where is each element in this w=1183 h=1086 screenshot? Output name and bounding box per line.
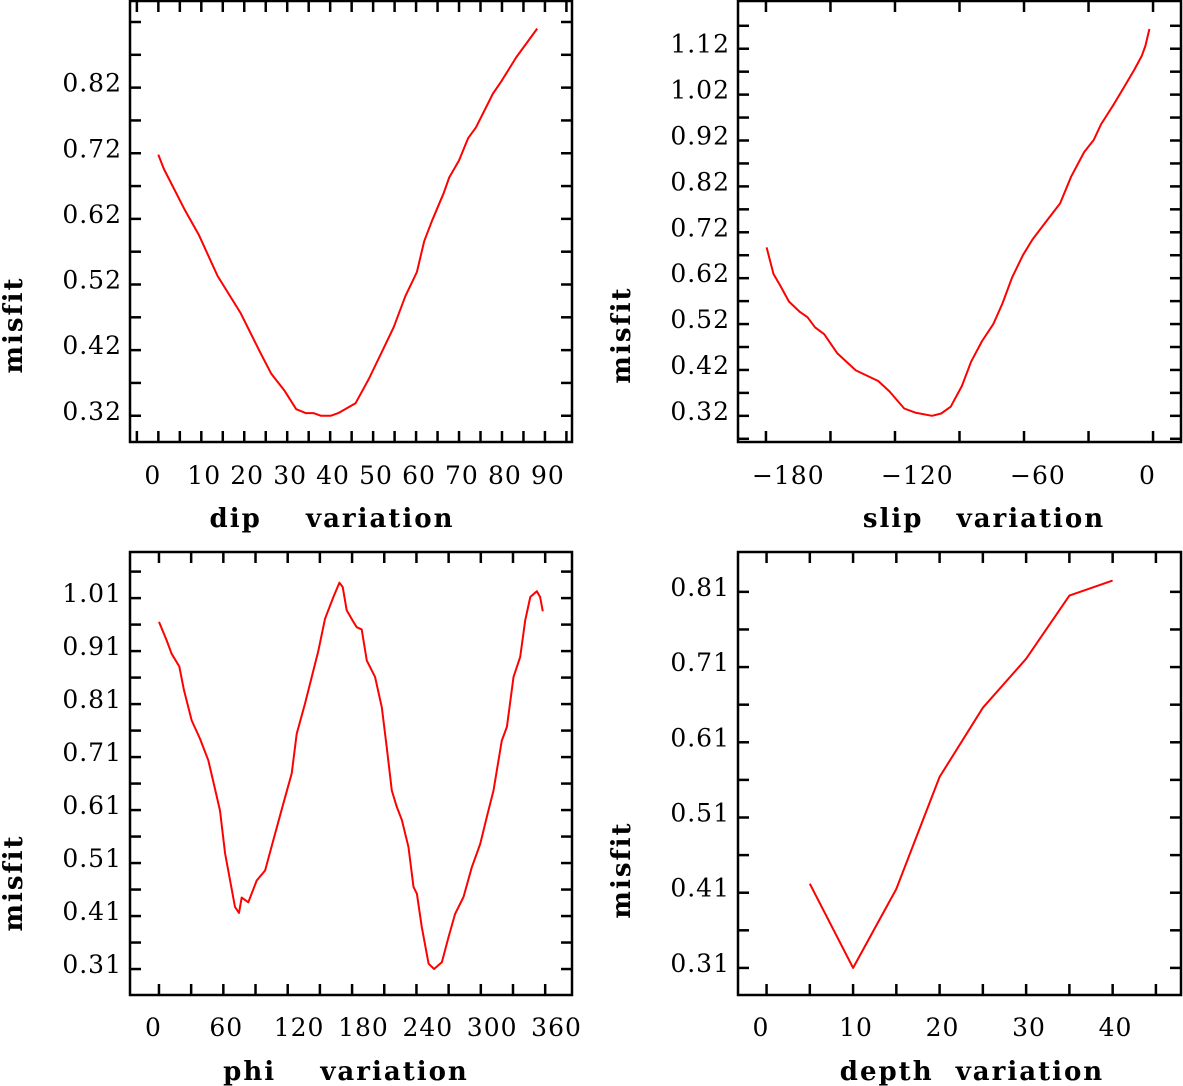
dip-x-tick-label: 50	[359, 461, 393, 490]
depth-axes-frame	[736, 550, 1183, 997]
depth-x-tick-label: 40	[1099, 1013, 1133, 1042]
depth-y-tick-label: 0.41	[670, 874, 730, 903]
phi-x-tick-label: 180	[338, 1013, 389, 1042]
slip-y-tick-label: 0.52	[670, 305, 730, 334]
phi-y-tick-label: 1.01	[62, 579, 122, 608]
phi-x-tick-label: 0	[145, 1013, 162, 1042]
phi-y-tick-label: 0.41	[62, 897, 122, 926]
slip-plot: −180 −120 −60 0 0.32 0.42 0.52 0.62 0.72 0.82 0.92…	[607, 0, 1183, 534]
dip-x-tick-label: 20	[230, 461, 264, 490]
dip-misfit-series-line	[157, 28, 539, 417]
dip-x-tick-label: 80	[488, 461, 522, 490]
dip-y-tick-label: 0.32	[62, 397, 122, 426]
dip-x-tick-label: 0	[144, 461, 161, 490]
phi-y-tick-label: 0.61	[62, 791, 122, 820]
phi-x-axis-title: phi variation	[223, 1057, 469, 1086]
depth-plot: 0 10 20 30 40 0.31 0.41 0.51 0.61 0.71 0.81 depth v…	[607, 550, 1183, 1086]
dip-y-tick-label: 0.72	[62, 134, 122, 163]
phi-x-tick-label: 60	[209, 1013, 243, 1042]
dip-x-tick-label: 60	[402, 461, 436, 490]
phi-x-tick-label: 120	[274, 1013, 325, 1042]
dip-plot: 0 10 20 30 40 50 60 70 80 90 0.32 0.42 0.52 0.62 0.72 0…	[0, 0, 574, 534]
dip-y-axis-title: misfit	[0, 276, 29, 373]
dip-x-tick-label: 90	[531, 461, 565, 490]
slip-y-tick-label: 0.62	[670, 259, 730, 288]
slip-y-tick-label: 0.92	[670, 122, 730, 151]
phi-y-tick-label: 0.31	[62, 950, 122, 979]
slip-y-tick-label: 0.32	[670, 397, 730, 426]
dip-y-tick-label: 0.82	[62, 69, 122, 98]
slip-x-axis-title: slip variation	[863, 504, 1105, 534]
dip-x-tick-label: 40	[316, 461, 350, 490]
depth-x-tick-label: 30	[1012, 1013, 1046, 1042]
slip-misfit-series-line	[765, 28, 1151, 417]
phi-y-tick-label: 0.71	[62, 738, 122, 767]
depth-x-axis-title: depth variation	[840, 1057, 1104, 1086]
slip-y-tick-label: 0.72	[670, 213, 730, 242]
slip-x-tick-label: 0	[1139, 461, 1156, 490]
depth-x-tick-label: 0	[753, 1013, 770, 1042]
dip-axes-frame	[128, 0, 574, 444]
dip-x-tick-label: 70	[445, 461, 479, 490]
phi-x-tick-label: 360	[531, 1013, 582, 1042]
dip-y-tick-label: 0.52	[62, 266, 122, 295]
phi-y-tick-label: 0.51	[62, 844, 122, 873]
dip-y-tick-label: 0.62	[62, 200, 122, 229]
phi-misfit-series-line	[158, 581, 544, 970]
slip-axes-frame	[736, 0, 1183, 444]
dip-y-tick-label: 0.42	[62, 331, 122, 360]
phi-y-tick-label: 0.91	[62, 632, 122, 661]
depth-y-axis-title: misfit	[607, 821, 637, 918]
slip-x-tick-label: −60	[1010, 461, 1066, 490]
slip-y-axis-title: misfit	[607, 286, 637, 383]
phi-x-tick-label: 240	[402, 1013, 453, 1042]
slip-y-tick-label: 0.82	[670, 167, 730, 196]
slip-y-tick-label: 1.02	[670, 76, 730, 105]
dip-x-tick-label: 10	[187, 461, 221, 490]
depth-y-tick-label: 0.31	[670, 949, 730, 978]
dip-x-tick-label: 30	[273, 461, 307, 490]
depth-y-tick-label: 0.61	[670, 723, 730, 752]
phi-y-axis-title: misfit	[0, 834, 29, 931]
depth-misfit-series-line	[808, 579, 1113, 969]
slip-x-tick-label: −180	[752, 461, 825, 490]
phi-x-tick-label: 300	[467, 1013, 518, 1042]
depth-x-tick-label: 10	[839, 1013, 873, 1042]
depth-y-tick-label: 0.81	[670, 573, 730, 602]
phi-y-tick-label: 0.81	[62, 685, 122, 714]
depth-y-tick-label: 0.51	[670, 798, 730, 827]
depth-y-tick-label: 0.71	[670, 648, 730, 677]
slip-x-tick-label: −120	[881, 461, 954, 490]
slip-y-tick-label: 1.12	[670, 30, 730, 59]
dip-x-axis-title: dip variation	[210, 504, 455, 534]
slip-y-tick-label: 0.42	[670, 351, 730, 380]
phi-plot: 0 60 120 180 240 300 360 0.31 0.41 0.51 0.61 0.71 0.…	[0, 550, 582, 1086]
depth-x-tick-label: 20	[926, 1013, 960, 1042]
